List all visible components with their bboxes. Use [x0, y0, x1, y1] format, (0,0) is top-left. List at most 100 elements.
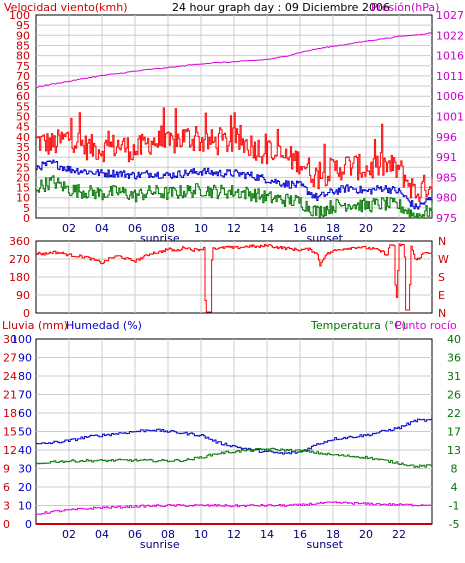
- rain-tick-label: 30: [3, 333, 17, 346]
- wind-speed-tick-label: 35: [16, 141, 30, 154]
- wind-speed-tick-label: 45: [16, 121, 30, 134]
- wind-speed-tick-label: 40: [16, 131, 30, 144]
- temperature-tick-label: 26: [447, 389, 461, 402]
- wind-direction-line: [36, 243, 433, 313]
- humidity-tick-label: 90: [18, 352, 32, 365]
- hour-tick-label: 06: [128, 222, 142, 235]
- rain-axis-title: Lluvia (mm): [2, 319, 68, 332]
- hour-tick-label: 20: [359, 222, 373, 235]
- wind-speed-tick-label: 95: [16, 19, 30, 32]
- pressure-tick-label: 985: [436, 171, 457, 184]
- hour-tick-label: 08: [161, 222, 175, 235]
- temperature-line: [36, 447, 432, 468]
- humidity-tick-label: 50: [18, 426, 32, 439]
- hour-tick-label: 04: [95, 222, 109, 235]
- wind-speed-tick-label: 25: [16, 161, 30, 174]
- wind-speed-tick-label: 0: [23, 212, 30, 225]
- wind-speed-axis-title: Velocidad viento(kmh): [4, 1, 128, 14]
- wind-pressure-panel: 0510152025303540455055606570758085909510…: [9, 9, 464, 245]
- compass-tick-label: S: [438, 271, 445, 284]
- wind-speed-tick-label: 55: [16, 100, 30, 113]
- rain-tick-label: 3: [3, 500, 10, 513]
- humidity-tick-label: 60: [18, 407, 32, 420]
- direction-degree-tick-label: 180: [9, 271, 30, 284]
- compass-tick-label: N: [438, 307, 446, 320]
- pressure-tick-label: 980: [436, 192, 457, 205]
- sunrise-label: sunrise: [140, 538, 180, 551]
- compass-tick-label: N: [438, 235, 446, 248]
- average-line: [36, 159, 433, 210]
- temperature-tick-label: 8: [451, 463, 458, 476]
- pressure-tick-label: 1016: [436, 50, 464, 63]
- hour-tick-label: 18: [326, 222, 340, 235]
- wind-speed-tick-label: 60: [16, 90, 30, 103]
- rain-tick-label: 6: [3, 481, 10, 494]
- compass-tick-label: W: [438, 253, 449, 266]
- pressure-tick-label: 996: [436, 131, 457, 144]
- hour-tick-label: 16: [293, 222, 307, 235]
- rain-tick-label: 0: [3, 518, 10, 531]
- wind-speed-tick-label: 85: [16, 39, 30, 52]
- humidity-line: [36, 418, 433, 455]
- humidity-tick-label: 30: [18, 463, 32, 476]
- humidity-tick-label: 100: [11, 333, 32, 346]
- wind-speed-tick-label: 90: [16, 29, 30, 42]
- hour-tick-label: 02: [62, 528, 76, 541]
- wind-speed-tick-label: 5: [23, 202, 30, 215]
- direction-degree-tick-label: 90: [16, 289, 30, 302]
- humidity-tick-label: 80: [18, 370, 32, 383]
- wind-speed-tick-label: 70: [16, 70, 30, 83]
- hour-tick-label: 02: [62, 222, 76, 235]
- temperature-tick-label: -5: [449, 518, 460, 531]
- rain-tick-label: 9: [3, 463, 10, 476]
- hour-tick-label: 10: [194, 528, 208, 541]
- hour-tick-label: 14: [260, 528, 274, 541]
- hour-tick-label: 04: [95, 528, 109, 541]
- humidity-tick-label: 10: [18, 500, 32, 513]
- temperature-axis-title: Temperatura (°C): [310, 319, 406, 332]
- rain-tick-label: 21: [3, 389, 17, 402]
- wind-speed-tick-label: 65: [16, 80, 30, 93]
- pressure-tick-label: 991: [436, 151, 457, 164]
- temperature-tick-label: 31: [447, 370, 461, 383]
- chart-title: 24 hour graph day : 09 Diciembre 2006: [172, 1, 390, 14]
- humidity-tick-label: 20: [18, 481, 32, 494]
- hour-tick-label: 10: [194, 222, 208, 235]
- pressure-tick-label: 1001: [436, 111, 464, 124]
- rain-tick-label: 12: [3, 444, 17, 457]
- pressure-tick-label: 1027: [436, 9, 464, 22]
- humidity-tick-label: 70: [18, 389, 32, 402]
- hour-tick-label: 22: [392, 222, 406, 235]
- rain-tick-label: 27: [3, 352, 17, 365]
- temperature-tick-label: 4: [451, 481, 458, 494]
- hour-tick-label: 12: [227, 528, 241, 541]
- temperature-tick-label: -1: [449, 500, 460, 513]
- direction-degree-tick-label: 270: [9, 253, 30, 266]
- pressure-tick-label: 975: [436, 212, 457, 225]
- direction-degree-tick-label: 360: [9, 235, 30, 248]
- rain-humidity-temperature-panel: 0369121518212427300102030405060708090100…: [3, 333, 461, 551]
- wind-speed-tick-label: 100: [9, 9, 30, 22]
- pressure-tick-label: 1006: [436, 90, 464, 103]
- rain-tick-label: 15: [3, 426, 17, 439]
- humidity-tick-label: 0: [25, 518, 32, 531]
- hour-tick-label: 20: [359, 528, 373, 541]
- direction-degree-tick-label: 0: [23, 307, 30, 320]
- hour-tick-label: 08: [161, 528, 175, 541]
- temperature-tick-label: 13: [447, 444, 461, 457]
- hour-tick-label: 18: [326, 528, 340, 541]
- wind-speed-tick-label: 50: [16, 111, 30, 124]
- temperature-tick-label: 36: [447, 352, 461, 365]
- dewpoint-line: [36, 501, 433, 515]
- wind-speed-tick-label: 80: [16, 50, 30, 63]
- humidity-tick-label: 40: [18, 444, 32, 457]
- pressure-line: [35, 32, 433, 88]
- pressure-tick-label: 1011: [436, 70, 464, 83]
- wind-speed-tick-label: 20: [16, 171, 30, 184]
- pressure-axis-title: Presión(hPa): [371, 1, 439, 14]
- rain-tick-label: 18: [3, 407, 17, 420]
- temperature-tick-label: 22: [447, 407, 461, 420]
- compass-tick-label: E: [438, 289, 445, 302]
